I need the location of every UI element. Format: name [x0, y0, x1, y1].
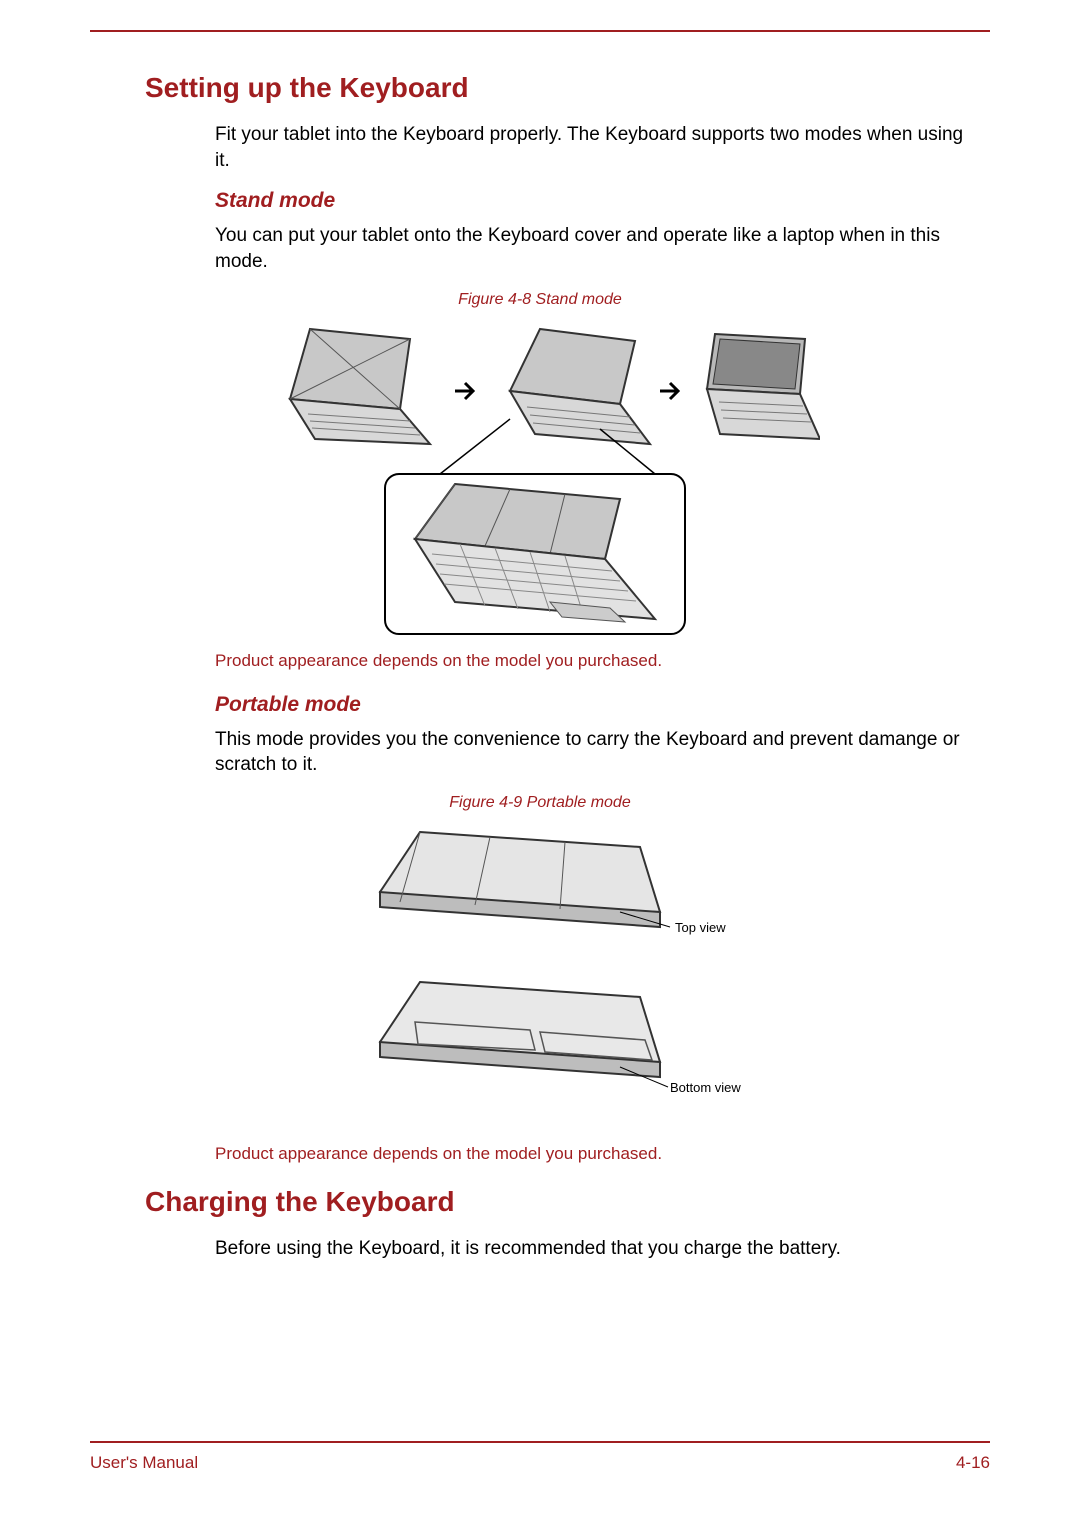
portable-mode-note: Product appearance depends on the model … [215, 1144, 990, 1164]
heading-portable-mode: Portable mode [215, 693, 990, 717]
figure-4-8-caption: Figure 4-8 Stand mode [90, 291, 990, 309]
arrow-right-icon [455, 383, 473, 399]
heading-stand-mode: Stand mode [215, 189, 990, 213]
figure-4-9-caption: Figure 4-9 Portable mode [90, 794, 990, 812]
stand-mode-note: Product appearance depends on the model … [215, 651, 990, 671]
heading-charging: Charging the Keyboard [145, 1186, 990, 1218]
footer-left: User's Manual [90, 1453, 198, 1473]
heading-setting-up: Setting up the Keyboard [145, 72, 990, 104]
charging-text: Before using the Keyboard, it is recomme… [215, 1236, 980, 1262]
figure-4-9: Top view Bottom view [90, 822, 990, 1132]
stand-mode-text: You can put your tablet onto the Keyboar… [215, 223, 980, 274]
arrow-right-icon [660, 383, 678, 399]
top-rule [90, 30, 990, 32]
top-view-label: Top view [675, 920, 726, 935]
intro-text: Fit your tablet into the Keyboard proper… [215, 122, 980, 173]
footer-right: 4-16 [956, 1453, 990, 1473]
bottom-view-label: Bottom view [670, 1080, 741, 1095]
portable-mode-text: This mode provides you the convenience t… [215, 727, 980, 778]
page-footer: User's Manual 4-16 [90, 1441, 990, 1473]
figure-4-8 [90, 319, 990, 639]
